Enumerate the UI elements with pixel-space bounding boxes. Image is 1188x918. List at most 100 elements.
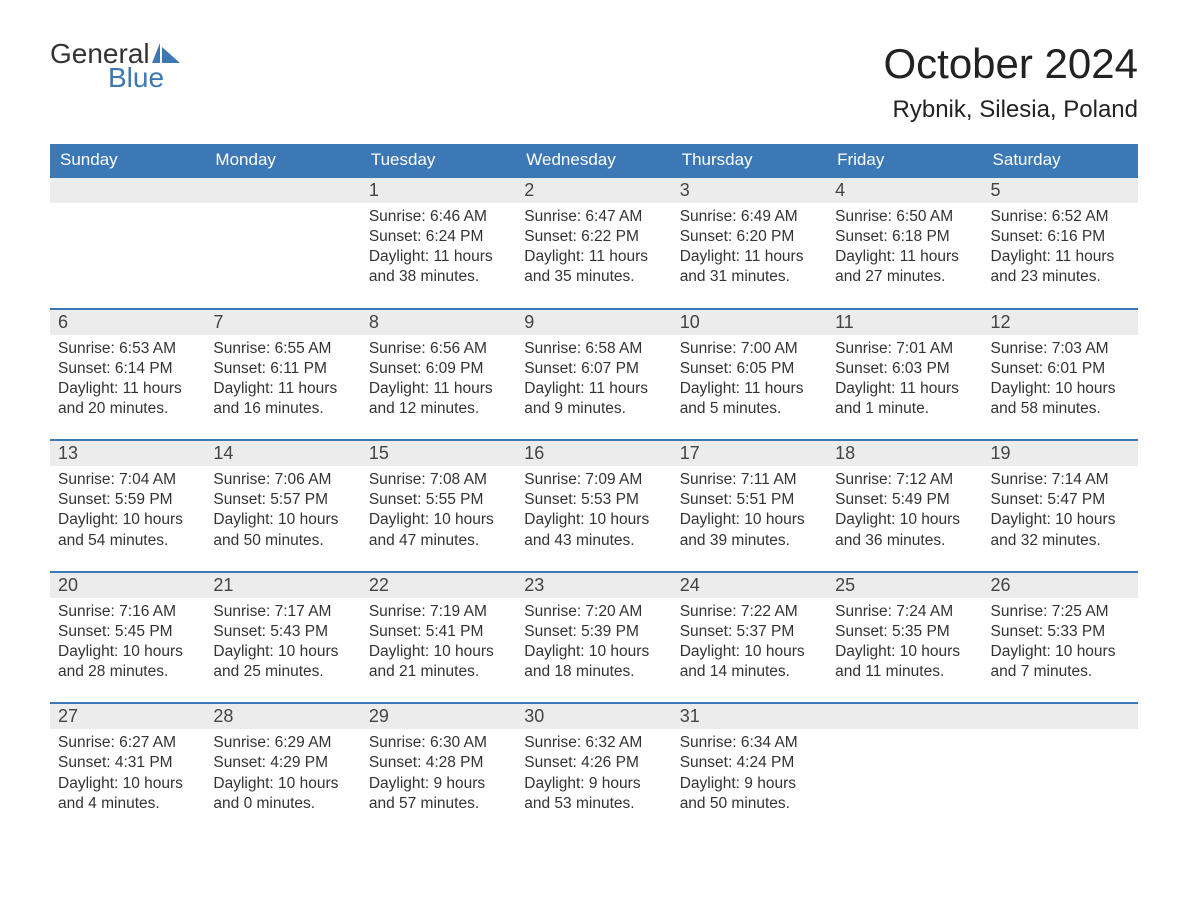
sunrise-line: Sunrise: 7:22 AM — [680, 602, 819, 622]
sunset-line: Sunset: 5:51 PM — [680, 490, 819, 510]
day-number: 5 — [983, 177, 1138, 203]
sunset-line: Sunset: 5:45 PM — [58, 622, 197, 642]
sunset-line: Sunset: 5:37 PM — [680, 622, 819, 642]
sunset-line: Sunset: 6:11 PM — [213, 359, 352, 379]
day-number: 6 — [50, 309, 205, 335]
sunset-line: Sunset: 6:03 PM — [835, 359, 974, 379]
empty-day-number — [205, 177, 360, 203]
empty-day-cell — [50, 203, 205, 309]
day-cell: Sunrise: 6:49 AMSunset: 6:20 PMDaylight:… — [672, 203, 827, 309]
weekday-header: Wednesday — [516, 144, 671, 177]
day-cell: Sunrise: 6:58 AMSunset: 6:07 PMDaylight:… — [516, 335, 671, 441]
sunset-line: Sunset: 6:05 PM — [680, 359, 819, 379]
day-content-row: Sunrise: 6:27 AMSunset: 4:31 PMDaylight:… — [50, 729, 1138, 834]
title-block: October 2024 Rybnik, Silesia, Poland — [883, 40, 1138, 124]
day-number: 11 — [827, 309, 982, 335]
day-cell: Sunrise: 7:09 AMSunset: 5:53 PMDaylight:… — [516, 466, 671, 572]
daylight-line: Daylight: 10 hours and 4 minutes. — [58, 774, 197, 814]
daylight-line: Daylight: 9 hours and 57 minutes. — [369, 774, 508, 814]
daylight-line: Daylight: 11 hours and 16 minutes. — [213, 379, 352, 419]
daylight-line: Daylight: 10 hours and 36 minutes. — [835, 510, 974, 550]
day-cell: Sunrise: 6:32 AMSunset: 4:26 PMDaylight:… — [516, 729, 671, 834]
sunrise-line: Sunrise: 6:29 AM — [213, 733, 352, 753]
logo: General Blue — [50, 40, 182, 92]
day-cell: Sunrise: 7:25 AMSunset: 5:33 PMDaylight:… — [983, 598, 1138, 704]
sunrise-line: Sunrise: 7:12 AM — [835, 470, 974, 490]
logo-text-blue: Blue — [108, 64, 182, 92]
day-number: 1 — [361, 177, 516, 203]
day-number: 30 — [516, 703, 671, 729]
day-cell: Sunrise: 6:34 AMSunset: 4:24 PMDaylight:… — [672, 729, 827, 834]
empty-day-cell — [983, 729, 1138, 834]
daylight-line: Daylight: 10 hours and 11 minutes. — [835, 642, 974, 682]
weekday-header-row: SundayMondayTuesdayWednesdayThursdayFrid… — [50, 144, 1138, 177]
daylight-line: Daylight: 11 hours and 31 minutes. — [680, 247, 819, 287]
day-number: 24 — [672, 572, 827, 598]
daylight-line: Daylight: 10 hours and 0 minutes. — [213, 774, 352, 814]
calendar-table: SundayMondayTuesdayWednesdayThursdayFrid… — [50, 144, 1138, 834]
empty-day-cell — [205, 203, 360, 309]
header: General Blue October 2024 Rybnik, Silesi… — [50, 40, 1138, 124]
sunrise-line: Sunrise: 7:04 AM — [58, 470, 197, 490]
sunrise-line: Sunrise: 7:11 AM — [680, 470, 819, 490]
daylight-line: Daylight: 9 hours and 50 minutes. — [680, 774, 819, 814]
day-cell: Sunrise: 7:19 AMSunset: 5:41 PMDaylight:… — [361, 598, 516, 704]
day-number: 22 — [361, 572, 516, 598]
day-cell: Sunrise: 7:17 AMSunset: 5:43 PMDaylight:… — [205, 598, 360, 704]
daylight-line: Daylight: 10 hours and 7 minutes. — [991, 642, 1130, 682]
day-cell: Sunrise: 7:20 AMSunset: 5:39 PMDaylight:… — [516, 598, 671, 704]
day-number: 8 — [361, 309, 516, 335]
sunrise-line: Sunrise: 6:52 AM — [991, 207, 1130, 227]
daylight-line: Daylight: 10 hours and 14 minutes. — [680, 642, 819, 682]
sunrise-line: Sunrise: 6:34 AM — [680, 733, 819, 753]
sunset-line: Sunset: 4:26 PM — [524, 753, 663, 773]
daylight-line: Daylight: 11 hours and 9 minutes. — [524, 379, 663, 419]
day-cell: Sunrise: 7:12 AMSunset: 5:49 PMDaylight:… — [827, 466, 982, 572]
sunrise-line: Sunrise: 6:30 AM — [369, 733, 508, 753]
sunset-line: Sunset: 5:39 PM — [524, 622, 663, 642]
sunrise-line: Sunrise: 7:00 AM — [680, 339, 819, 359]
daylight-line: Daylight: 10 hours and 21 minutes. — [369, 642, 508, 682]
daylight-line: Daylight: 11 hours and 27 minutes. — [835, 247, 974, 287]
day-content-row: Sunrise: 6:46 AMSunset: 6:24 PMDaylight:… — [50, 203, 1138, 309]
day-cell: Sunrise: 6:30 AMSunset: 4:28 PMDaylight:… — [361, 729, 516, 834]
day-number: 9 — [516, 309, 671, 335]
sunset-line: Sunset: 4:31 PM — [58, 753, 197, 773]
weekday-header: Thursday — [672, 144, 827, 177]
weekday-header: Monday — [205, 144, 360, 177]
daylight-line: Daylight: 10 hours and 18 minutes. — [524, 642, 663, 682]
day-cell: Sunrise: 7:24 AMSunset: 5:35 PMDaylight:… — [827, 598, 982, 704]
sunset-line: Sunset: 4:29 PM — [213, 753, 352, 773]
empty-day-number — [827, 703, 982, 729]
sunrise-line: Sunrise: 6:58 AM — [524, 339, 663, 359]
daylight-line: Daylight: 10 hours and 39 minutes. — [680, 510, 819, 550]
day-cell: Sunrise: 7:04 AMSunset: 5:59 PMDaylight:… — [50, 466, 205, 572]
day-cell: Sunrise: 6:52 AMSunset: 6:16 PMDaylight:… — [983, 203, 1138, 309]
sunrise-line: Sunrise: 7:20 AM — [524, 602, 663, 622]
day-number: 4 — [827, 177, 982, 203]
daylight-line: Daylight: 10 hours and 47 minutes. — [369, 510, 508, 550]
daylight-line: Daylight: 10 hours and 58 minutes. — [991, 379, 1130, 419]
sunset-line: Sunset: 6:16 PM — [991, 227, 1130, 247]
sunset-line: Sunset: 6:01 PM — [991, 359, 1130, 379]
sunrise-line: Sunrise: 7:16 AM — [58, 602, 197, 622]
day-number: 12 — [983, 309, 1138, 335]
day-number: 13 — [50, 440, 205, 466]
day-cell: Sunrise: 6:46 AMSunset: 6:24 PMDaylight:… — [361, 203, 516, 309]
daylight-line: Daylight: 10 hours and 25 minutes. — [213, 642, 352, 682]
day-number: 26 — [983, 572, 1138, 598]
location: Rybnik, Silesia, Poland — [883, 96, 1138, 124]
day-number: 28 — [205, 703, 360, 729]
day-number: 27 — [50, 703, 205, 729]
sunset-line: Sunset: 5:33 PM — [991, 622, 1130, 642]
empty-day-cell — [827, 729, 982, 834]
sunrise-line: Sunrise: 6:50 AM — [835, 207, 974, 227]
daylight-line: Daylight: 11 hours and 12 minutes. — [369, 379, 508, 419]
day-cell: Sunrise: 7:06 AMSunset: 5:57 PMDaylight:… — [205, 466, 360, 572]
day-cell: Sunrise: 6:50 AMSunset: 6:18 PMDaylight:… — [827, 203, 982, 309]
sunset-line: Sunset: 4:24 PM — [680, 753, 819, 773]
weekday-header: Saturday — [983, 144, 1138, 177]
day-cell: Sunrise: 6:27 AMSunset: 4:31 PMDaylight:… — [50, 729, 205, 834]
day-cell: Sunrise: 7:14 AMSunset: 5:47 PMDaylight:… — [983, 466, 1138, 572]
sunrise-line: Sunrise: 7:01 AM — [835, 339, 974, 359]
